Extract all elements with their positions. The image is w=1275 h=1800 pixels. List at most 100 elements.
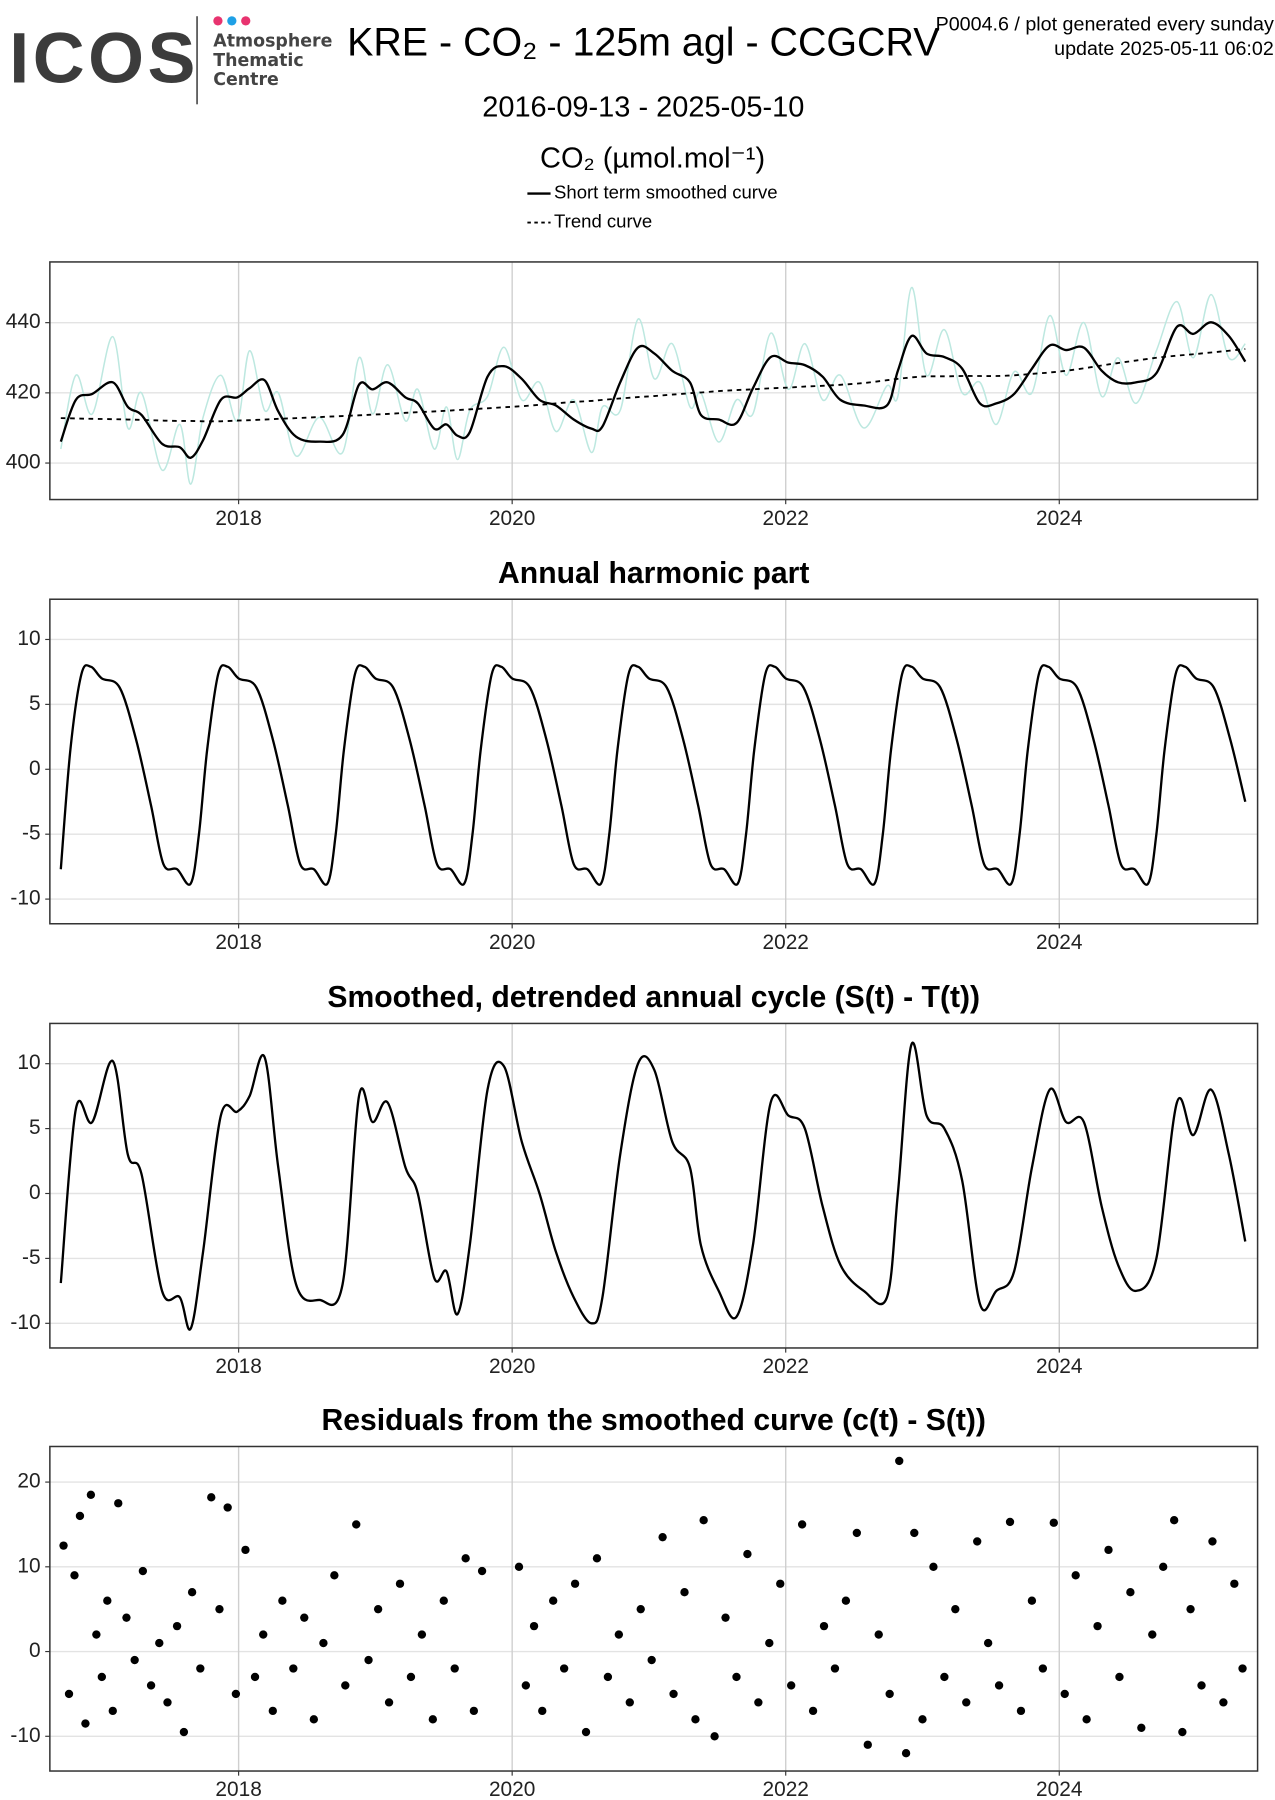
y-tick-label: -10 (10, 1311, 40, 1334)
point (1230, 1579, 1239, 1588)
x-tick-label: 2018 (215, 931, 261, 954)
x-tick-label: 2020 (489, 1355, 535, 1378)
point (300, 1613, 309, 1622)
y-tick-label: -10 (10, 887, 40, 910)
series-line (60, 348, 1246, 423)
y-tick-label: 5 (29, 692, 41, 715)
point (994, 1681, 1004, 1690)
point (309, 1715, 319, 1724)
point (1082, 1715, 1091, 1724)
point (570, 1579, 580, 1588)
point (647, 1655, 656, 1665)
point (278, 1596, 287, 1605)
point (1159, 1562, 1168, 1571)
point (691, 1715, 700, 1724)
point (765, 1638, 774, 1648)
point (1016, 1706, 1026, 1716)
point (581, 1727, 591, 1737)
chart-title: KRE - CO₂ - 125m agl - CCGCRV (347, 21, 940, 65)
point (669, 1689, 678, 1699)
point (146, 1681, 156, 1690)
series-line (59, 321, 1247, 459)
point (86, 1490, 96, 1499)
x-tick-label: 2022 (763, 507, 809, 530)
point (373, 1605, 383, 1614)
y-tick-label: -5 (22, 822, 41, 845)
y-axis-label: CO₂ (µmol.mol⁻¹) (540, 143, 765, 175)
point (130, 1655, 139, 1665)
legend-label: Trend curve (554, 210, 652, 231)
point (830, 1664, 840, 1673)
logo-text: Centre (213, 70, 279, 90)
point (81, 1719, 90, 1728)
point (92, 1630, 101, 1639)
point (172, 1621, 182, 1631)
point (1104, 1545, 1113, 1555)
y-tick-label: 440 (6, 310, 41, 333)
point (529, 1621, 539, 1631)
y-tick-label: 10 (17, 1051, 40, 1074)
point (330, 1571, 339, 1580)
point (122, 1613, 131, 1622)
point (196, 1664, 205, 1673)
point (319, 1638, 328, 1648)
point (1137, 1723, 1146, 1732)
point (940, 1672, 949, 1682)
point (138, 1566, 148, 1576)
point (97, 1672, 107, 1682)
x-tick-label: 2022 (763, 1355, 809, 1378)
point (352, 1520, 361, 1529)
point (450, 1664, 459, 1673)
point (1178, 1727, 1187, 1737)
point (1148, 1630, 1157, 1639)
point (59, 1541, 68, 1550)
chart-subtitle: 2016-09-13 - 2025-05-10 (482, 92, 804, 124)
point (776, 1579, 785, 1588)
point (417, 1630, 427, 1639)
point (1049, 1518, 1058, 1527)
point (521, 1681, 531, 1690)
point (1027, 1596, 1037, 1605)
note: P0004.6 / plot generated every sunday (936, 14, 1274, 36)
point (901, 1749, 911, 1758)
point (469, 1706, 479, 1716)
y-tick-label: 0 (29, 1181, 41, 1204)
plot-frame (49, 261, 1259, 501)
point (895, 1456, 904, 1466)
point (710, 1732, 719, 1741)
point (1208, 1537, 1217, 1546)
x-tick-label: 2022 (763, 1778, 809, 1800)
point (918, 1715, 927, 1724)
point (215, 1605, 224, 1614)
point (852, 1528, 862, 1538)
y-tick-label: 400 (6, 451, 41, 474)
point (559, 1664, 569, 1673)
x-tick-label: 2020 (489, 507, 535, 530)
point (1126, 1588, 1135, 1597)
series-line (59, 1041, 1247, 1331)
point (951, 1605, 960, 1614)
point (103, 1596, 112, 1605)
point (1038, 1664, 1048, 1673)
point (603, 1672, 613, 1682)
point (179, 1727, 189, 1737)
point (1005, 1517, 1015, 1527)
point (461, 1554, 470, 1563)
point (1169, 1516, 1179, 1525)
point (973, 1537, 982, 1546)
plot-frame (49, 1445, 1259, 1772)
point (1060, 1689, 1069, 1699)
point (223, 1503, 232, 1512)
point (962, 1698, 971, 1707)
x-tick-label: 2020 (489, 931, 535, 954)
point (910, 1528, 919, 1538)
point (1219, 1698, 1228, 1707)
point (680, 1588, 689, 1597)
point (187, 1588, 197, 1597)
point (384, 1698, 394, 1707)
y-tick-label: -5 (22, 1246, 41, 1269)
logo-dot (227, 16, 237, 26)
point (819, 1621, 829, 1631)
point (241, 1545, 250, 1555)
